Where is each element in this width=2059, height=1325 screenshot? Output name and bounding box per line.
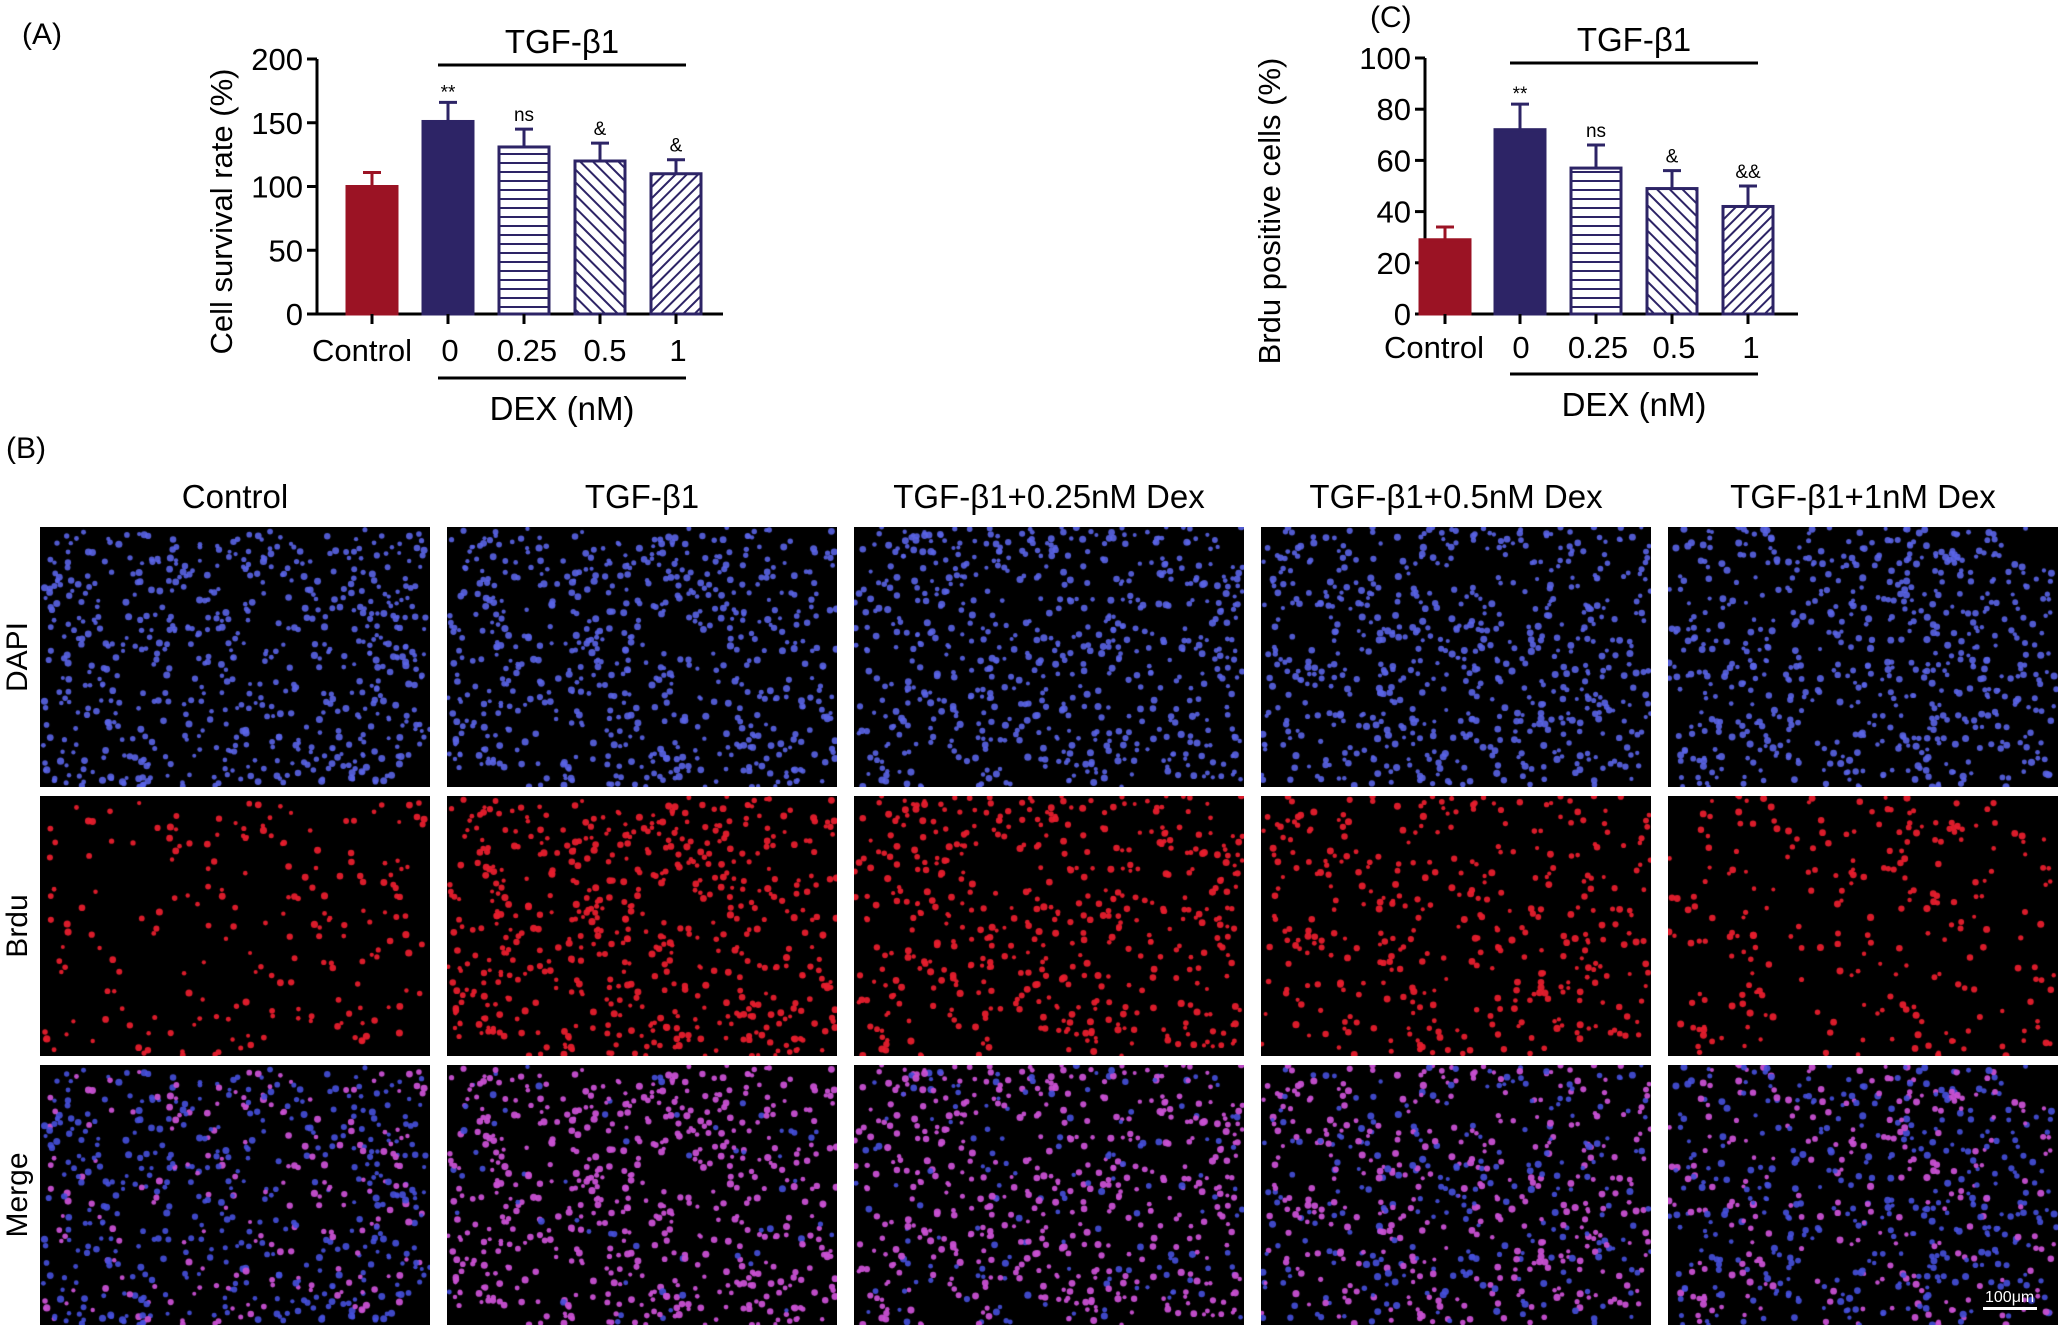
micrograph-merge [447, 1065, 837, 1325]
x-tick-label: Control [1384, 330, 1484, 365]
micrograph-merge [1261, 1065, 1651, 1325]
column-title: TGF-β1+1nM Dex [1730, 478, 1996, 515]
significance-label: && [1735, 162, 1761, 183]
bar [1569, 166, 1623, 316]
micrograph-dapi [1261, 527, 1651, 787]
micrograph-brdu [1261, 796, 1651, 1056]
micrograph-merge [1668, 1065, 2058, 1325]
group-label-bottom: DEX (nM) [490, 390, 635, 427]
y-tick-label: 80 [1377, 92, 1411, 127]
micrograph-brdu [447, 796, 837, 1056]
column-title: TGF-β1+0.25nM Dex [893, 478, 1205, 515]
y-tick-label: 60 [1377, 143, 1411, 178]
group-label-bottom: DEX (nM) [1562, 386, 1707, 423]
bar [573, 159, 627, 316]
panel-label: (C) [1370, 1, 1412, 34]
bar [1721, 204, 1775, 316]
significance-label: ** [1513, 84, 1528, 105]
panel-label-b: (B) [6, 432, 46, 465]
y-axis-label: Brdu positive cells (%) [1252, 58, 1287, 365]
micrograph-brdu [40, 796, 430, 1056]
bar [1645, 187, 1699, 316]
bar [421, 119, 475, 316]
bar [345, 185, 399, 316]
chart-c: (C) 0 20 40 60 80 100 Brdu positive cells (%) Co… [1252, 1, 1798, 423]
row-label: Merge [1, 1152, 34, 1238]
significance-label: & [1666, 147, 1679, 168]
y-tick-label: 100 [251, 170, 303, 205]
bar [1418, 238, 1472, 316]
significance-label: ns [514, 105, 534, 126]
scale-bar [1983, 1307, 2037, 1310]
x-tick-label: Control [312, 333, 412, 368]
significance-label: & [594, 119, 607, 140]
x-tick-label: 0 [1512, 330, 1529, 365]
group-label-top: TGF-β1 [1577, 21, 1691, 58]
x-tick-label: 0.5 [583, 333, 626, 368]
micrograph-dapi [447, 527, 837, 787]
chart-a: (A) 0 50 100 150 200 Cell survival rate (%) Con… [22, 18, 723, 427]
group-label-top: TGF-β1 [505, 23, 619, 60]
x-tick-label: 1 [1742, 330, 1759, 365]
y-tick-label: 0 [286, 297, 303, 332]
x-tick-label: 1 [669, 333, 686, 368]
micrograph-brdu [854, 796, 1244, 1056]
y-tick-label: 150 [251, 106, 303, 141]
micrograph-dapi [1668, 527, 2058, 787]
bar [1493, 128, 1547, 316]
y-tick-label: 50 [269, 233, 303, 268]
micrograph-dapi [40, 527, 430, 787]
y-tick-label: 200 [251, 42, 303, 77]
y-axis-label: Cell survival rate (%) [204, 69, 239, 355]
significance-label: ns [1586, 121, 1606, 142]
micrograph-merge [40, 1065, 430, 1325]
x-tick-label: 0 [441, 333, 458, 368]
bar [649, 172, 703, 316]
y-tick-label: 20 [1377, 246, 1411, 281]
y-tick-label: 40 [1377, 195, 1411, 230]
column-title: TGF-β1 [584, 478, 700, 515]
y-tick-label: 100 [1359, 41, 1411, 76]
scale-bar-label: 100μm [1985, 1289, 2035, 1306]
micrograph-merge [854, 1065, 1244, 1325]
panel-label: (A) [22, 18, 62, 51]
column-title: TGF-β1+0.5nM Dex [1309, 478, 1603, 515]
y-tick-label: 0 [1394, 297, 1411, 332]
x-tick-label: 0.25 [1568, 330, 1628, 365]
significance-label: ** [441, 82, 456, 103]
micrograph-dapi [854, 527, 1244, 787]
row-label: DAPI [1, 621, 34, 693]
x-tick-label: 0.25 [497, 333, 557, 368]
significance-label: & [670, 136, 683, 157]
row-label: Brdu [1, 894, 34, 958]
column-title: Control [181, 478, 289, 515]
x-tick-label: 0.5 [1652, 330, 1695, 365]
micrograph-brdu [1668, 796, 2058, 1056]
bar [497, 145, 551, 316]
